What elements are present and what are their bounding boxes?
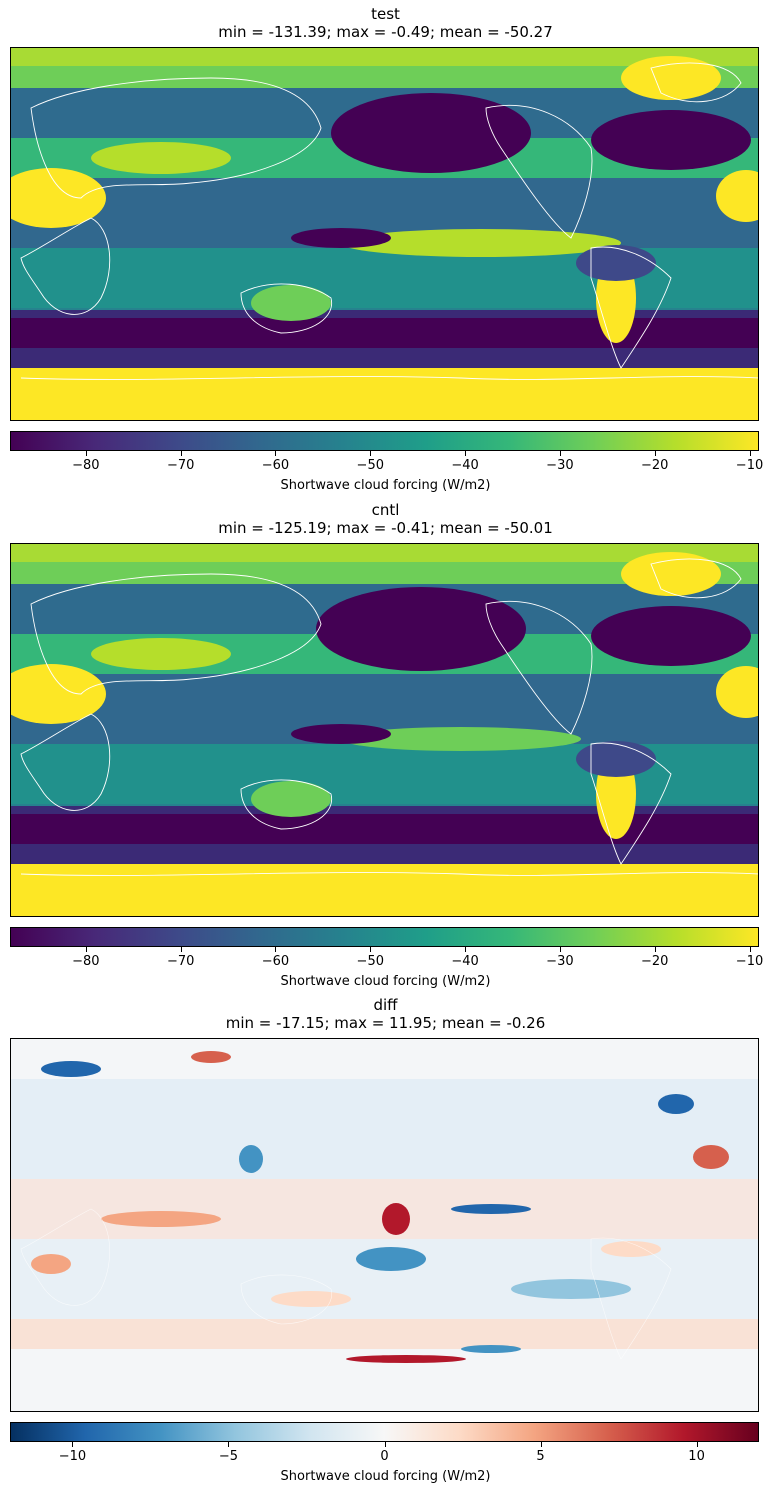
colorbar-tick [696, 1442, 698, 1447]
colorbar-ticks-cntl: −80 −70 −60 −50 −40 −30 −20 −10 [10, 947, 763, 969]
colorbar-tick-label: −50 [356, 458, 384, 473]
colorbar-ticks-test: −80 −70 −60 −50 −40 −30 −20 −10 [10, 451, 763, 473]
colorbar-label-test: Shortwave cloud forcing (W/m2) [280, 478, 491, 493]
colorbar-tick-label: −30 [546, 458, 574, 473]
colorbar-label-cntl: Shortwave cloud forcing (W/m2) [280, 974, 491, 989]
colorbar-tick-label: −30 [546, 954, 574, 969]
heatmap-diff [11, 1039, 758, 1411]
colorbar-tick [275, 947, 277, 952]
colorbar-tick [654, 451, 656, 456]
colorbar-cntl [10, 927, 759, 947]
colorbar-tick [370, 451, 372, 456]
colorbar-tick-label: 10 [688, 1449, 705, 1464]
colorbar-tick-label: 0 [380, 1449, 389, 1464]
colorbar-tick-label: −50 [356, 954, 384, 969]
colorbar-tick-label: −70 [166, 954, 195, 969]
colorbar-tick-label: −80 [72, 458, 100, 473]
panel-subtitle-test: min = -131.39; max = -0.49; mean = -50.2… [218, 23, 553, 41]
panel-title-cntl: cntl [371, 501, 400, 519]
colorbar-tick [180, 947, 182, 952]
colorbar-tick [749, 947, 751, 952]
colorbar-label-diff: Shortwave cloud forcing (W/m2) [280, 1469, 491, 1484]
colorbar-tick [85, 451, 87, 456]
colorbar-tick [465, 451, 467, 456]
colorbar-tick-label: 5 [536, 1449, 545, 1464]
colorbar-tick [72, 1442, 74, 1447]
panel-title-test: test [371, 5, 400, 23]
colorbar-tick [749, 451, 751, 456]
colorbar-tick-label: −70 [166, 458, 195, 473]
colorbar-tick-label: −5 [218, 1449, 239, 1464]
colorbar-test [10, 431, 759, 451]
heatmap-test [11, 48, 758, 420]
heatmap-cntl [11, 544, 758, 916]
colorbar-tick-label: −20 [640, 954, 669, 969]
colorbar-tick [559, 947, 561, 952]
colorbar-tick [275, 451, 277, 456]
colorbar-tick [384, 1442, 386, 1447]
colorbar-tick [559, 451, 561, 456]
colorbar-tick [180, 451, 182, 456]
colorbar-tick-label: −10 [735, 954, 764, 969]
colorbar-tick [370, 947, 372, 952]
colorbar-tick [85, 947, 87, 952]
map-cntl [10, 543, 759, 917]
colorbar-tick-label: −40 [451, 458, 479, 473]
colorbar-ticks-diff: −10 −5 0 5 10 [10, 1442, 759, 1464]
map-diff [10, 1038, 759, 1412]
colorbar-tick-label: −10 [58, 1449, 87, 1464]
colorbar-tick-label: −60 [261, 954, 290, 969]
map-test [10, 47, 759, 421]
colorbar-tick-label: −40 [451, 954, 479, 969]
colorbar-diff [10, 1422, 759, 1442]
panel-title-diff: diff [373, 996, 398, 1014]
colorbar-tick [465, 947, 467, 952]
colorbar-tick [540, 1442, 542, 1447]
panel-subtitle-diff: min = -17.15; max = 11.95; mean = -0.26 [225, 1014, 546, 1032]
colorbar-tick-label: −60 [261, 458, 290, 473]
colorbar-tick-label: −10 [735, 458, 764, 473]
colorbar-tick-label: −20 [640, 458, 669, 473]
colorbar-tick-label: −80 [72, 954, 100, 969]
colorbar-tick [654, 947, 656, 952]
panel-subtitle-cntl: min = -125.19; max = -0.41; mean = -50.0… [218, 519, 553, 537]
colorbar-tick [228, 1442, 230, 1447]
